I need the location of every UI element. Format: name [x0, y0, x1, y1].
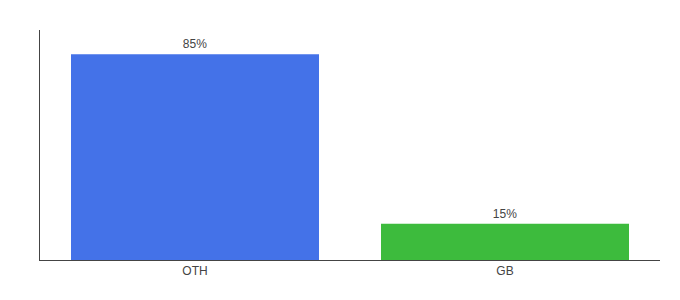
svg-text:15%: 15% [493, 207, 517, 221]
svg-text:OTH: OTH [182, 264, 207, 278]
svg-text:GB: GB [496, 264, 513, 278]
svg-text:85%: 85% [183, 37, 207, 51]
